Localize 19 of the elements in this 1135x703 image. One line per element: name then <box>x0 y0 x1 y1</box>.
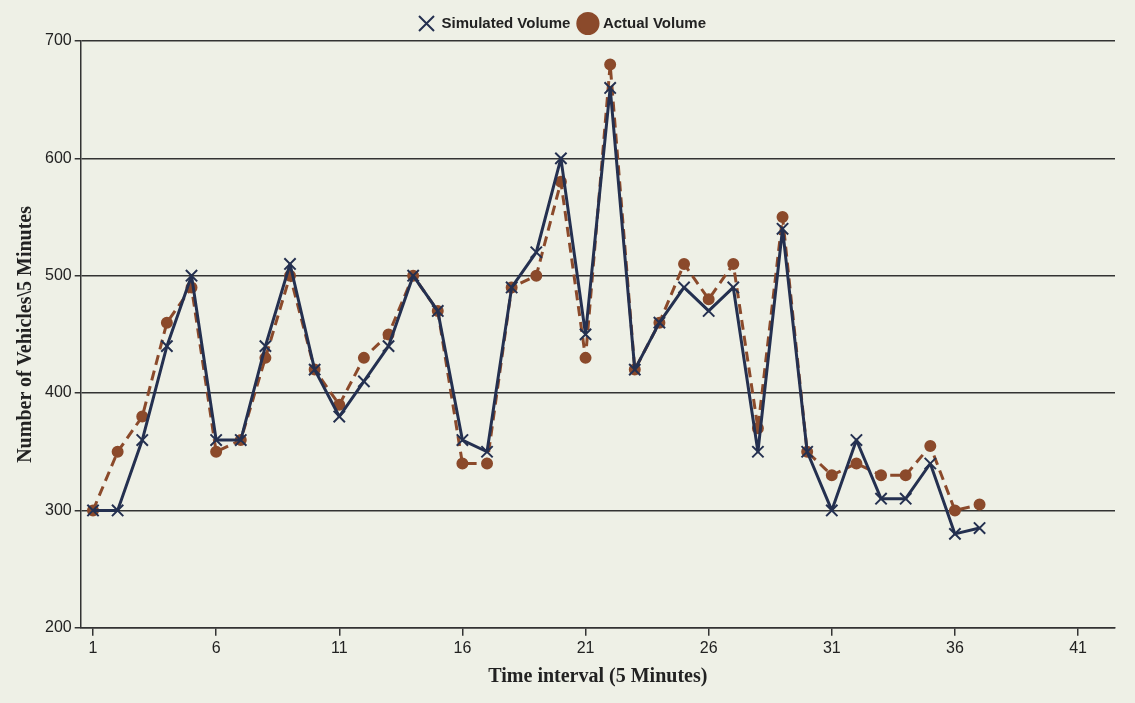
y-tick-label: 500 <box>44 266 72 284</box>
y-tick-label: 600 <box>44 148 72 166</box>
x-tick-label: 26 <box>699 638 718 656</box>
y-tick-label: 700 <box>44 31 72 49</box>
x-tick-label: 31 <box>822 638 841 656</box>
x-tick-label: 41 <box>1069 638 1088 656</box>
legend-label: Actual Volume <box>602 13 706 31</box>
x-tick-label: 21 <box>576 638 595 656</box>
x-tick-label: 11 <box>330 638 348 656</box>
x-tick-label: 1 <box>88 638 98 656</box>
x-tick-label: 16 <box>453 638 472 656</box>
x-tick-label: 6 <box>211 638 221 656</box>
legend-label: Simulated Volume <box>441 13 571 31</box>
y-axis-title: Number of Vehicles\5 Minutes <box>13 205 36 463</box>
y-tick-label: 300 <box>44 500 72 518</box>
y-tick-label: 200 <box>44 618 72 636</box>
x-axis-title: Time interval (5 Minutes) <box>488 664 708 688</box>
y-tick-label: 400 <box>44 383 72 401</box>
x-tick-label: 36 <box>946 638 964 656</box>
